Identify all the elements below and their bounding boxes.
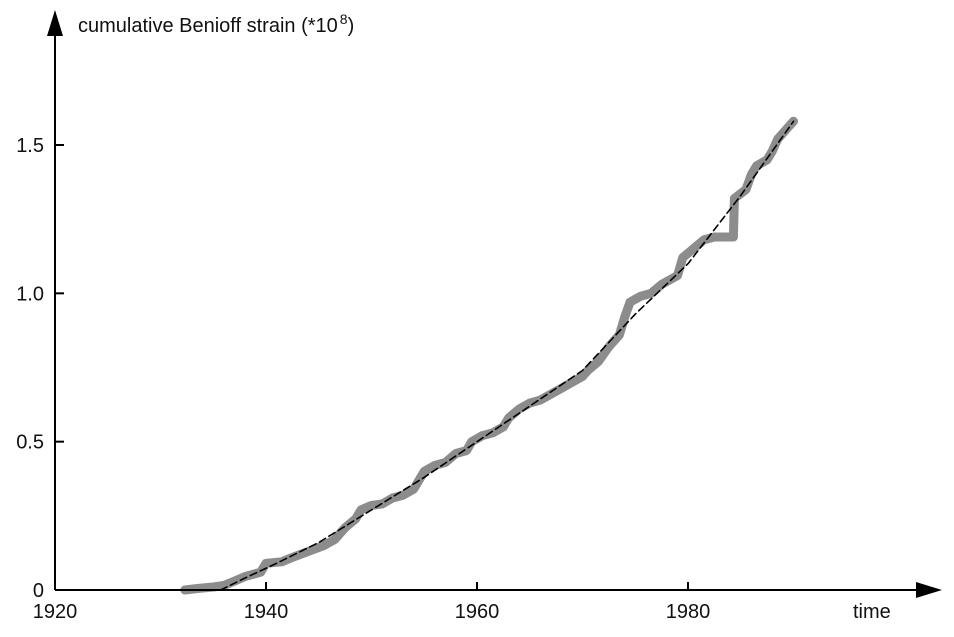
strain-data-line: [180, 116, 798, 595]
y-tick-label: 1.5: [16, 135, 44, 157]
fit-curve-line: [219, 120, 795, 591]
x-tick-label: 1960: [455, 601, 500, 623]
y-axis-arrow-icon: [47, 10, 63, 36]
y-axis-label: cumulative Benioff strain (*10 8): [78, 11, 354, 37]
x-axis-arrow-icon: [916, 582, 942, 598]
y-axis-label-main: cumulative Benioff strain (*10: [78, 15, 338, 37]
y-tick-label: 1.0: [16, 283, 44, 305]
ticks-layer: 1920 1940 1960 1980 0 0.5 1.0 1.5: [16, 135, 710, 623]
series-layer: [180, 116, 798, 595]
y-axis-label-exponent: 8: [340, 11, 348, 27]
y-tick-label: 0.5: [16, 432, 44, 454]
y-axis-label-close: ): [348, 15, 355, 37]
x-tick-label: 1940: [244, 601, 289, 623]
x-tick-label: 1980: [666, 601, 711, 623]
x-tick-label: 1920: [33, 601, 78, 623]
x-axis-label: time: [853, 601, 891, 623]
y-tick-label: 0: [33, 580, 44, 602]
